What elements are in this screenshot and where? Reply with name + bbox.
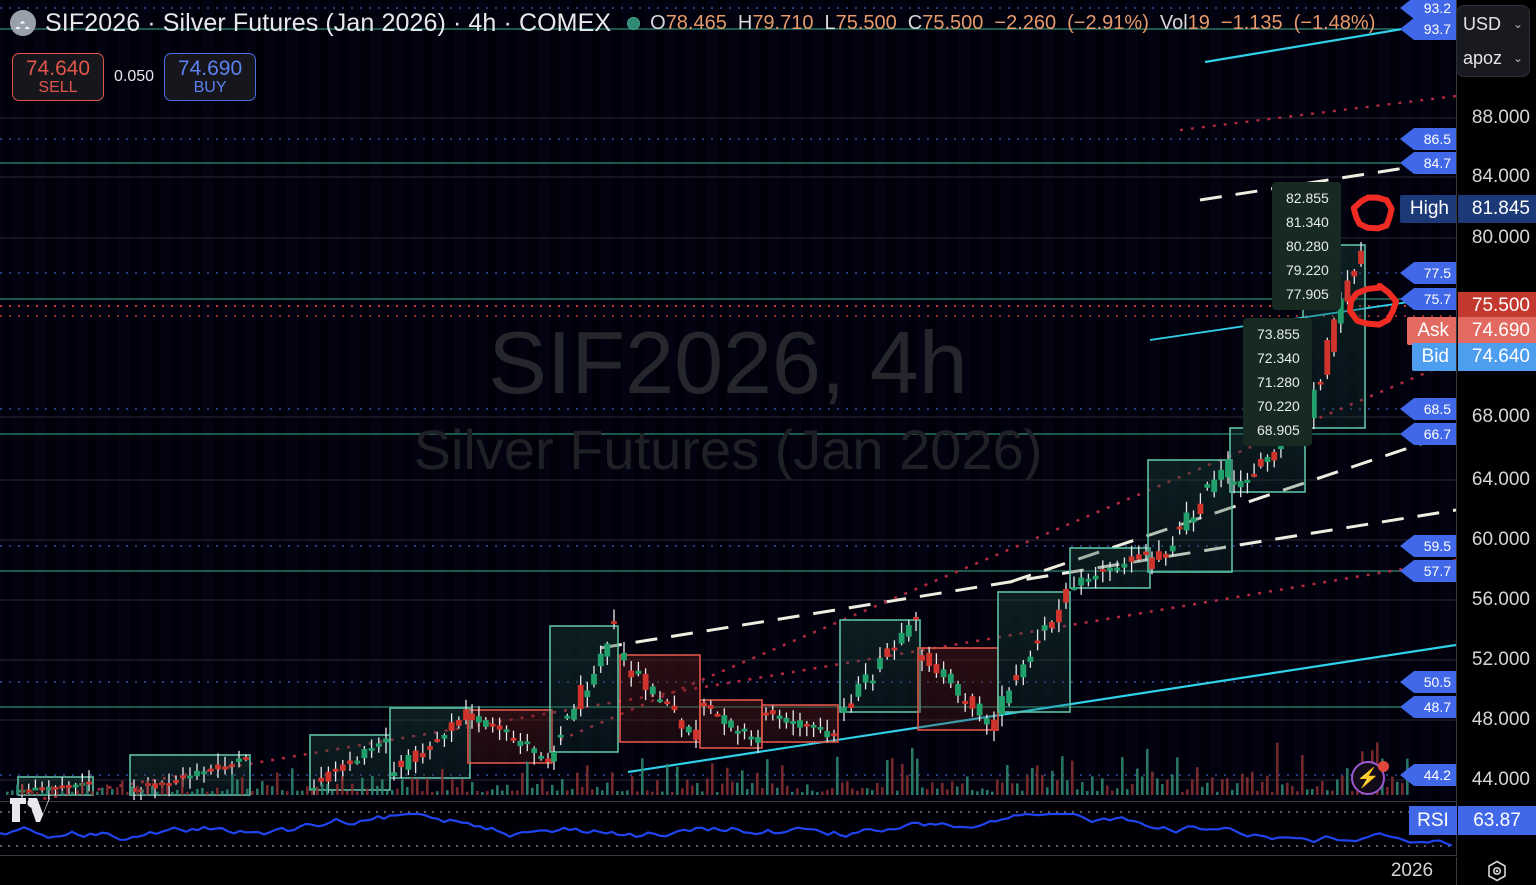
time-tick-0: 2026: [1390, 860, 1434, 881]
price-tick-1: 84.000: [1471, 166, 1530, 187]
ask-price-badge-side-label: Ask: [1407, 317, 1456, 345]
chart-plot-area[interactable]: SIF2026, 4h Silver Futures (Jan 2026): [0, 0, 1456, 800]
spread-value: 0.050: [114, 68, 155, 85]
buy-label: BUY: [193, 78, 227, 96]
chevron-down-icon: ⌄: [1512, 51, 1523, 65]
volume-change-percent: (−1.48%): [1293, 11, 1376, 34]
rsi-value-badge: 63.87: [1458, 806, 1536, 835]
series-color-dot[interactable]: [627, 16, 641, 30]
pivot-label: 77.905: [1286, 286, 1329, 302]
close-label: C: [907, 11, 923, 34]
pivot-label: 72.340: [1257, 350, 1300, 366]
level-tag-2[interactable]: 86.5: [1400, 128, 1456, 150]
level-tag-5[interactable]: 75.7: [1400, 288, 1456, 310]
ask-price-badge[interactable]: 74.690: [1458, 317, 1536, 345]
high-label: H: [737, 11, 753, 34]
volume-label: Vol: [1159, 11, 1188, 34]
gear-target-icon: [1487, 860, 1506, 882]
pivot-label: 81.340: [1286, 214, 1329, 230]
price-tick-0: 88.000: [1471, 107, 1530, 128]
high-price-badge[interactable]: 81.845: [1458, 195, 1536, 223]
level-tag-8[interactable]: 59.5: [1400, 535, 1456, 557]
ohlc-values: O78.465 H79.710 L75.500 C75.500 −2.260 (−2.91…: [650, 12, 1375, 35]
bid-price-badge[interactable]: 74.640: [1458, 343, 1536, 371]
pivot-label-stack-lower: 73.855 72.340 71.280 70.220 68.905: [1243, 318, 1312, 446]
pivot-label: 82.855: [1286, 190, 1329, 206]
rsi-canvas: [0, 811, 1456, 847]
pivot-label: 68.905: [1257, 422, 1300, 438]
price-tick-9: 44.000: [1471, 769, 1530, 790]
sell-price: 74.640: [25, 56, 91, 80]
low-label: L: [824, 11, 836, 34]
level-tag-10[interactable]: 50.5: [1400, 671, 1456, 693]
buy-button[interactable]: 74.690 BUY: [164, 53, 257, 101]
silver-bars-icon: [10, 10, 36, 36]
time-axis[interactable]: 2026: [0, 857, 1456, 885]
level-tag-9[interactable]: 57.7: [1400, 560, 1456, 582]
high-value: 79.710: [752, 11, 814, 34]
alerts-bolt-badge[interactable]: ⚡: [1351, 761, 1389, 799]
price-tick-6: 56.000: [1471, 589, 1530, 610]
rsi-legend[interactable]: RSI 63.87: [1409, 806, 1536, 835]
level-tag-4[interactable]: 77.5: [1400, 262, 1456, 284]
open-label: O: [650, 11, 666, 34]
currency-value: USD: [1463, 13, 1502, 34]
price-tick-5: 60.000: [1471, 529, 1530, 550]
level-tag-1[interactable]: 93.7: [1400, 18, 1456, 40]
volume-change: −1.135: [1220, 11, 1283, 34]
price-tick-7: 52.000: [1471, 649, 1530, 670]
price-axis[interactable]: 88.000 84.000 80.000 68.000 64.000 60.000 56.0…: [1456, 0, 1536, 856]
volume-value: 19: [1187, 11, 1210, 34]
sell-button[interactable]: 74.640 SELL: [12, 53, 104, 101]
sell-label: SELL: [38, 78, 78, 96]
price-tick-8: 48.000: [1471, 709, 1530, 730]
currency-dropdown[interactable]: USD ⌄: [1463, 8, 1523, 40]
rsi-indicator-pane[interactable]: [0, 801, 1456, 856]
currency-unit-selector[interactable]: USD ⌄ apoz ⌄: [1456, 5, 1530, 77]
rsi-name-badge: RSI: [1409, 806, 1457, 835]
chart-canvas: [0, 7, 1456, 800]
pivot-label: 71.280: [1257, 374, 1300, 390]
close-value: 75.500: [922, 11, 984, 34]
low-value: 75.500: [835, 11, 897, 34]
level-tag-12[interactable]: 44.2: [1400, 764, 1456, 786]
symbol-title[interactable]: SIF2026 · Silver Futures (Jan 2026) · 4h…: [45, 8, 612, 37]
level-tag-7[interactable]: 66.7: [1400, 423, 1456, 445]
open-value: 78.465: [665, 11, 727, 34]
notification-dot: [1378, 761, 1389, 772]
pivot-label-stack-upper: 82.855 81.340 80.280 79.220 77.905: [1272, 182, 1341, 310]
level-tag-0[interactable]: 93.2: [1400, 0, 1456, 19]
price-tick-4: 64.000: [1471, 469, 1530, 490]
unit-value: apoz: [1463, 47, 1503, 68]
price-tick-2: 80.000: [1471, 227, 1530, 248]
level-tag-6[interactable]: 68.5: [1400, 398, 1456, 420]
chevron-down-icon: ⌄: [1512, 17, 1523, 31]
buy-sell-widget[interactable]: 74.640 SELL 0.050 74.690 BUY: [12, 53, 257, 101]
last-price-badge[interactable]: 75.500: [1458, 292, 1536, 320]
chart-legend[interactable]: SIF2026 · Silver Futures (Jan 2026) · 4h…: [10, 6, 1375, 40]
pivot-label: 80.280: [1286, 238, 1329, 254]
tradingview-logo[interactable]: [10, 798, 50, 829]
bid-price-badge-side-label: Bid: [1411, 343, 1456, 371]
price-tick-3: 68.000: [1471, 406, 1530, 427]
change-value: −2.260: [994, 11, 1057, 34]
chart-settings-button[interactable]: [1456, 857, 1536, 885]
unit-dropdown[interactable]: apoz ⌄: [1463, 42, 1523, 74]
level-tag-11[interactable]: 48.7: [1400, 696, 1456, 718]
pivot-label: 70.220: [1257, 398, 1300, 414]
pivot-label: 79.220: [1286, 262, 1329, 278]
level-tag-3[interactable]: 84.7: [1400, 152, 1456, 174]
high-price-badge-side-label: High: [1399, 195, 1456, 223]
change-percent: (−2.91%): [1067, 11, 1149, 34]
pivot-label: 73.855: [1257, 326, 1300, 342]
buy-price: 74.690: [177, 56, 243, 80]
